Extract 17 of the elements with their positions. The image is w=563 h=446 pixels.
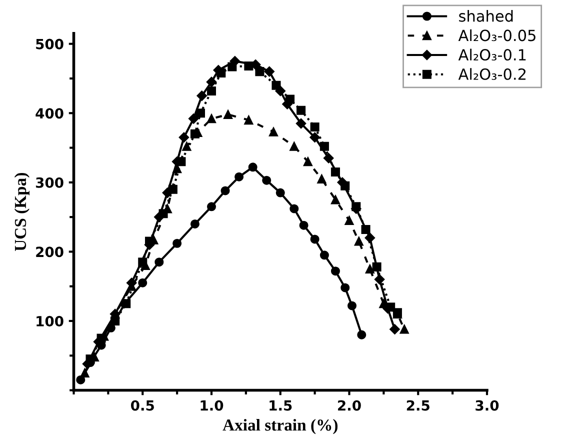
y-tick-label: 200 <box>36 246 64 258</box>
legend-label: Al₂O₃-0.1 <box>458 48 526 61</box>
legend-label: Al₂O₃-0.2 <box>458 68 526 80</box>
x-tick-label: 3.0 <box>476 400 499 411</box>
legend-label: shahed <box>459 10 513 22</box>
y-tick-label: 100 <box>36 316 64 326</box>
x-axis-title: Axial strain (%) <box>222 418 338 434</box>
y-tick-label: 400 <box>36 108 64 119</box>
x-tick-label: 1.5 <box>270 400 292 411</box>
y-tick-label: 500 <box>36 38 64 50</box>
x-tick-label: 0.5 <box>130 400 154 411</box>
x-tick-label: 1.0 <box>200 400 224 411</box>
legend-label: Al₂O₃-0.05 <box>458 29 536 42</box>
y-axis-title: UCS (Kpa) <box>14 172 30 252</box>
x-tick-label: 2.0 <box>338 400 361 411</box>
y-tick-label: 300 <box>36 177 64 188</box>
x-tick-label: 2.5 <box>406 400 430 411</box>
